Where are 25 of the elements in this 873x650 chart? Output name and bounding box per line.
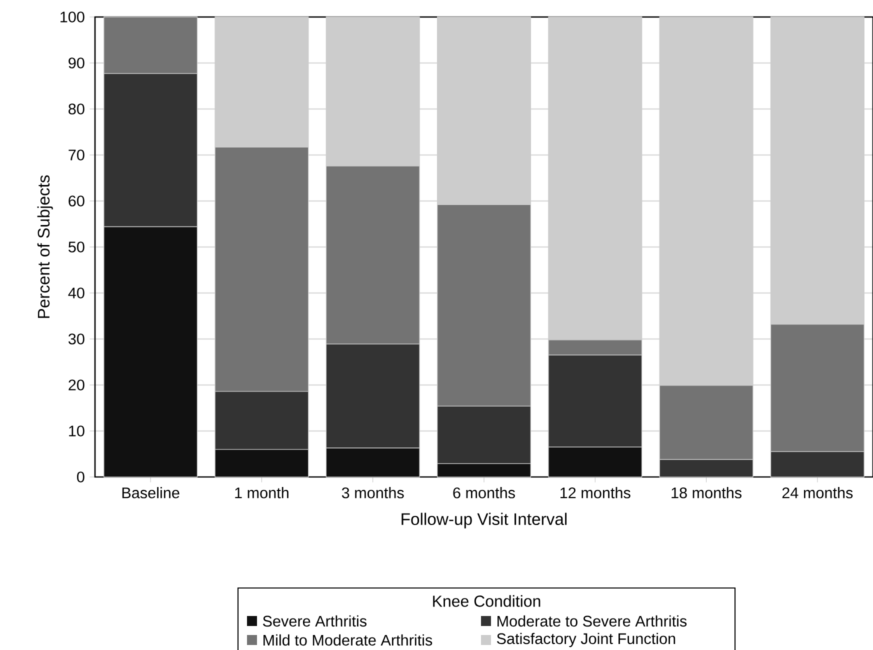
x-tick-label: 12 months	[560, 487, 630, 498]
legend-title: Knee Condition	[433, 595, 540, 607]
y-tick-label: 30	[68, 334, 84, 344]
x-tick-label: 18 months	[672, 487, 742, 498]
x-axis-title: Follow-up Visit Interval	[402, 512, 567, 528]
y-tick-label: 10	[69, 426, 84, 436]
legend-label: Moderate to Severe Arthritis	[498, 615, 687, 627]
y-tick-label: 60	[68, 196, 84, 206]
y-tick-label: 100	[60, 12, 84, 22]
y-tick-label: 50	[68, 242, 84, 252]
legend-label: Satisfactory Joint Function	[496, 632, 676, 648]
y-axis-title: Percent of Subjects	[37, 175, 53, 318]
legend-label: Severe Arthritis	[262, 615, 367, 627]
legend-label: Mild to Moderate Arthritis	[264, 634, 432, 646]
y-tick-label: 0	[77, 472, 84, 482]
x-tick-label: 24 months	[782, 487, 853, 498]
x-tick-label: 1 month	[235, 487, 288, 498]
x-tick-label: 3 months	[342, 487, 404, 498]
x-tick-label: 6 months	[453, 487, 515, 498]
y-tick-label: 40	[68, 288, 84, 298]
y-tick-label: 80	[68, 104, 84, 114]
y-tick-label: 20	[68, 380, 84, 390]
y-tick-label: 90	[68, 58, 84, 68]
y-tick-label: 70	[68, 150, 84, 160]
x-tick-label: Baseline	[122, 487, 180, 498]
